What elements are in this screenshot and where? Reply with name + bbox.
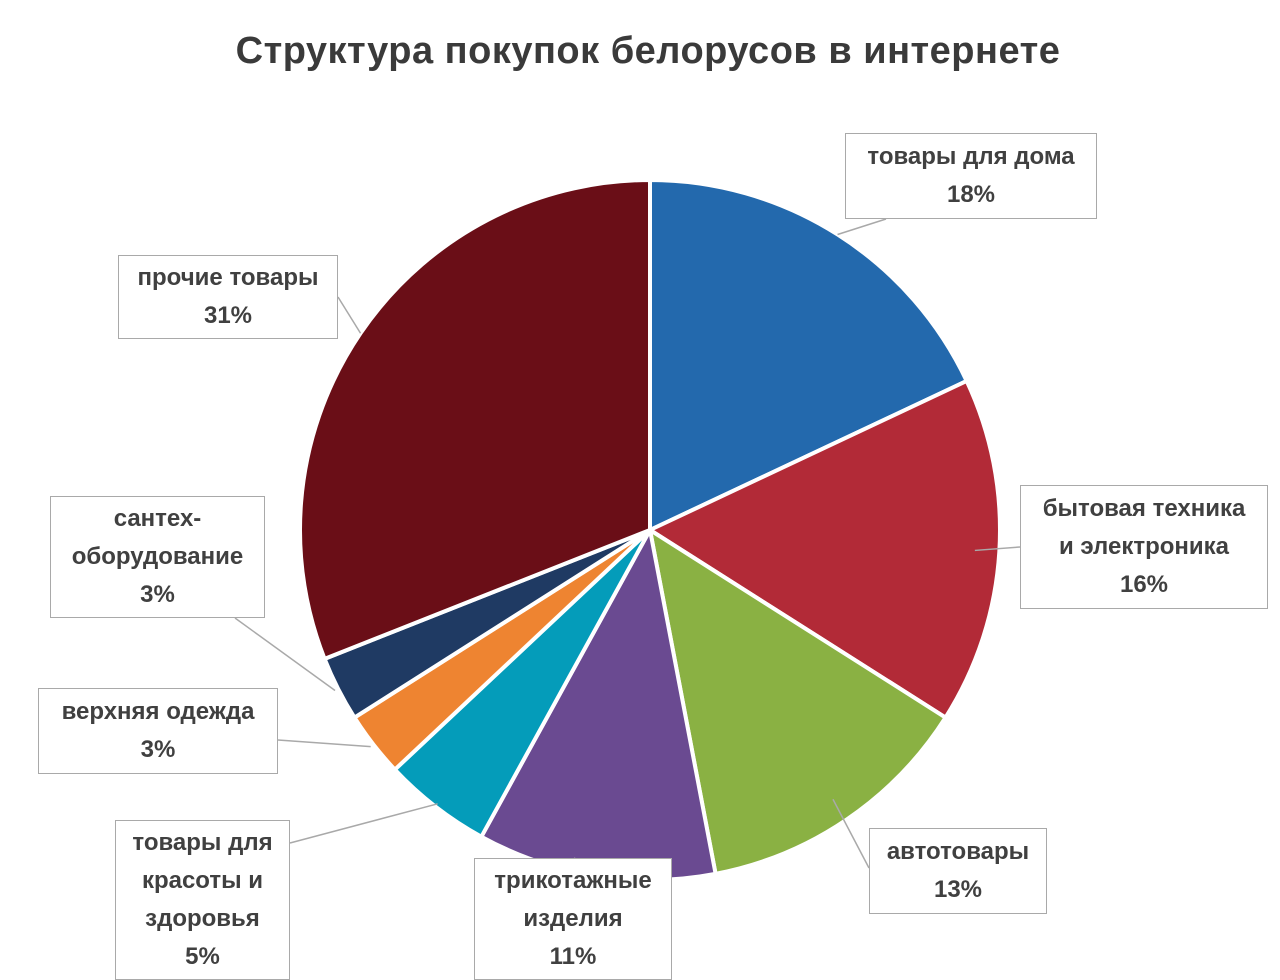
data-label-category: трикотажные изделия	[494, 867, 652, 932]
data-label: товары для дома 18%	[845, 133, 1097, 219]
data-label-category: автотовары	[886, 838, 1030, 865]
data-label-category: верхняя одежда	[61, 698, 255, 725]
data-label-category: товары для дома	[867, 143, 1075, 170]
data-label: автотовары 13%	[869, 828, 1047, 914]
data-label-value: 18%	[946, 181, 996, 208]
leader-line	[277, 739, 371, 748]
pie-slice	[648, 378, 1002, 720]
data-label-value: 16%	[1119, 571, 1169, 598]
pie-slice	[648, 178, 969, 532]
data-label: трикотажные изделия 11%	[474, 858, 672, 980]
data-label: товары для красоты и здоровья 5%	[115, 820, 290, 980]
leader-line	[974, 546, 1021, 552]
data-label: сантех- оборудование 3%	[50, 496, 265, 618]
data-label-value: 3%	[140, 581, 175, 608]
data-label-value: 13%	[933, 876, 983, 903]
data-label-category: товары для красоты и здоровья	[132, 829, 273, 932]
pie-slice	[648, 528, 948, 876]
data-label-value: 11%	[549, 943, 597, 970]
data-label: бытовая техника и электроника 16%	[1020, 485, 1268, 609]
data-label-value: 3%	[140, 736, 176, 763]
leader-line	[289, 803, 438, 844]
data-label-value: 5%	[185, 943, 220, 970]
chart-title: Структура покупок белорусов в интернете	[235, 30, 1061, 72]
data-label-category: бытовая техника и электроника	[1042, 495, 1246, 560]
data-label: прочие товары 31%	[118, 255, 338, 339]
leader-line	[832, 798, 870, 869]
leader-line	[234, 617, 336, 692]
data-label-category: прочие товары	[137, 264, 319, 291]
data-label: верхняя одежда 3%	[38, 688, 278, 774]
leader-line	[837, 218, 887, 236]
leader-line	[337, 296, 362, 334]
data-label-category: сантех- оборудование	[71, 505, 244, 570]
data-label-value: 31%	[203, 302, 253, 329]
